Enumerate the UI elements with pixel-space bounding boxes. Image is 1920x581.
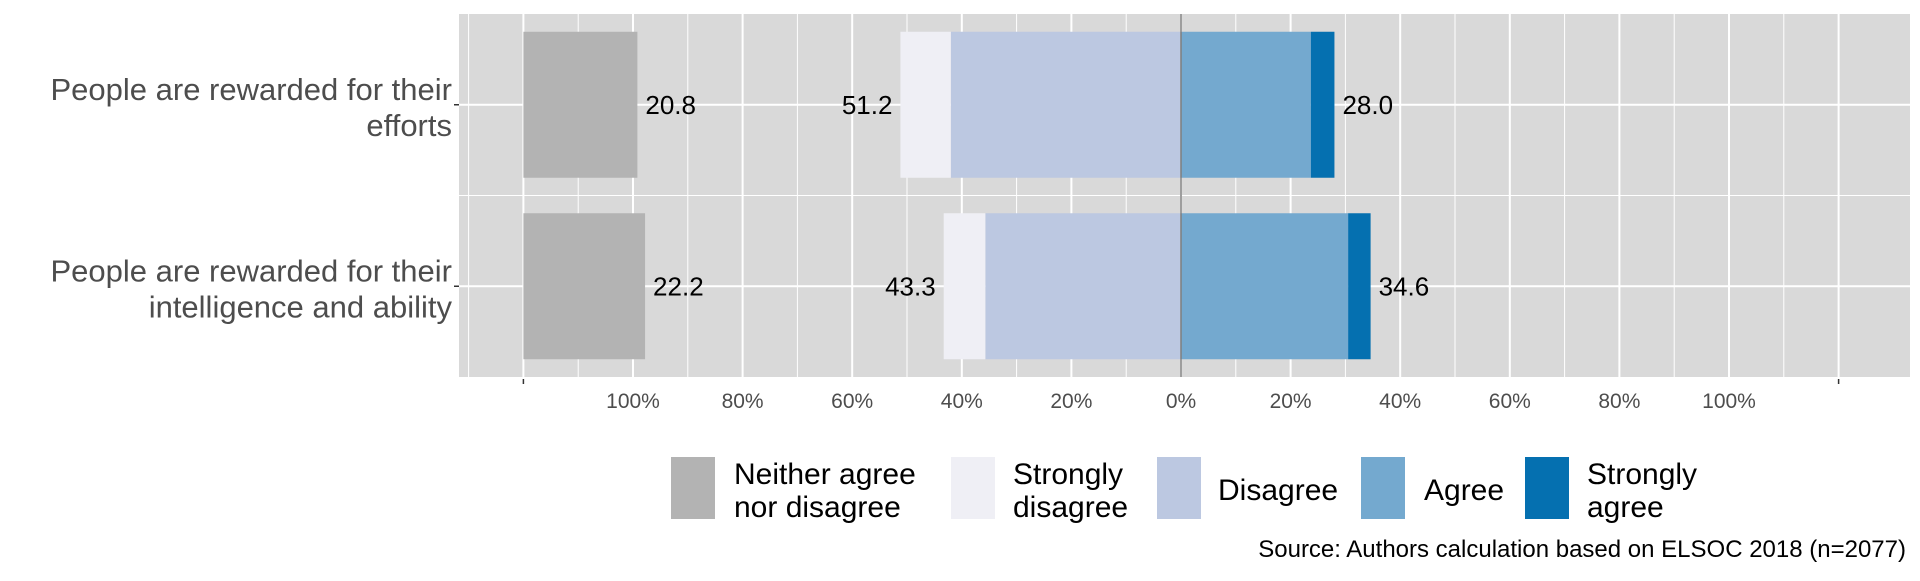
legend-label-line-2: disagree (1013, 491, 1128, 524)
legend-label-line-2: agree (1587, 491, 1664, 524)
legend-label: Disagree (1218, 474, 1338, 507)
x-tick-label: 80% (722, 390, 764, 413)
x-tick-label: 20% (1050, 390, 1092, 413)
bar-neither-agree-nor-disagree (523, 213, 646, 360)
bar-agree (1181, 31, 1311, 178)
legend-label-line-1: Strongly (1013, 458, 1123, 491)
x-tick-label: 60% (1489, 390, 1531, 413)
x-tick-label: 100% (1702, 390, 1756, 413)
category-label-line-2: intelligence and ability (149, 289, 453, 324)
x-tick-label: 0% (1166, 390, 1196, 413)
category-label-line-1: People are rewarded for their (50, 253, 452, 288)
legend-key-strongly-disagree (951, 457, 995, 519)
legend-key-disagree (1157, 457, 1201, 519)
bar-strongly-disagree (943, 213, 986, 360)
value-label-positive-total: 28.0 (1342, 90, 1393, 120)
value-label-positive-total: 34.6 (1379, 271, 1430, 301)
value-label-negative-total: 51.2 (842, 90, 893, 120)
legend-key-agree (1361, 457, 1405, 519)
legend-label-line-1: Neither agree (734, 458, 916, 491)
x-tick-label: 60% (831, 390, 873, 413)
legend-key-neither-agree-nor-disagree (671, 457, 715, 519)
value-label-negative-total: 43.3 (885, 271, 936, 301)
chart-caption: Source: Authors calculation based on ELS… (1258, 536, 1906, 563)
legend-label-line-2: nor disagree (734, 491, 901, 524)
legend-label-line-1: Strongly (1587, 458, 1697, 491)
x-tick-label: 100% (606, 390, 660, 413)
bar-disagree (950, 31, 1181, 178)
legend-key-strongly-agree (1525, 457, 1569, 519)
value-label-neutral: 22.2 (653, 271, 704, 301)
category-label-line-2: efforts (366, 108, 452, 143)
bar-strongly-agree (1348, 213, 1371, 360)
x-tick-label: 40% (1379, 390, 1421, 413)
bar-strongly-agree (1310, 31, 1335, 178)
bar-neither-agree-nor-disagree (523, 31, 638, 178)
x-tick-label: 40% (941, 390, 983, 413)
x-tick-label: 80% (1598, 390, 1640, 413)
bar-disagree (985, 213, 1181, 360)
value-label-neutral: 20.8 (645, 90, 696, 120)
x-tick-label: 20% (1270, 390, 1312, 413)
bar-strongly-disagree (900, 31, 951, 178)
legend-label: Agree (1424, 474, 1504, 507)
bar-agree (1181, 213, 1349, 360)
category-label-line-1: People are rewarded for their (50, 72, 452, 107)
